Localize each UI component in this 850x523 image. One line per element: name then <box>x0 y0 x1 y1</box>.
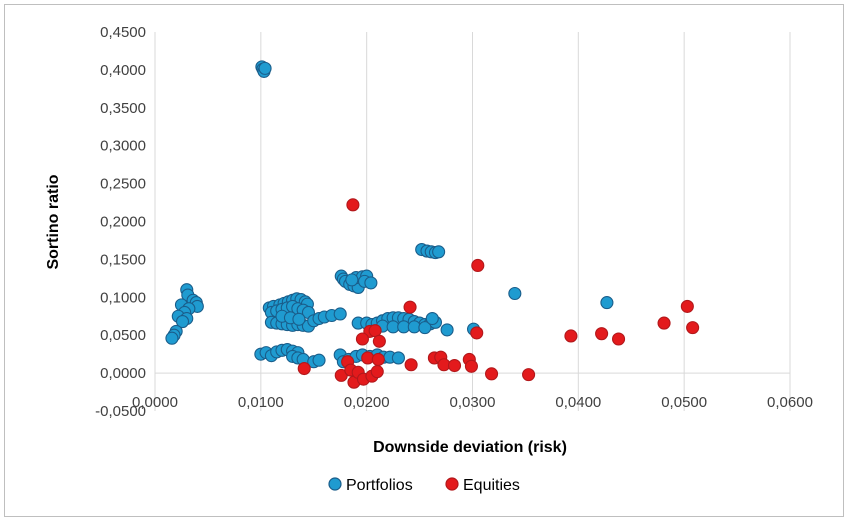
legend-marker-equities <box>445 477 459 491</box>
y-tick-label: 0,1500 <box>100 251 146 268</box>
legend-marker-portfolios <box>328 477 342 491</box>
tick-labels: 0,0000 0,0100 0,0200 0,0300 0,0400 0,0500 0,06… <box>95 24 813 420</box>
equity-point <box>657 316 671 330</box>
equity-point <box>372 334 386 348</box>
legend: Portfolios Equities <box>328 477 520 494</box>
legend-label-portfolios: Portfolios <box>346 477 413 494</box>
legend-label-equities: Equities <box>463 477 520 494</box>
y-tick-label: 0,4000 <box>100 62 146 79</box>
equity-point <box>522 368 536 382</box>
equity-point <box>346 198 360 212</box>
equity-point <box>361 351 375 365</box>
portfolio-point <box>440 323 454 337</box>
y-tick-label: -0,0500 <box>95 403 146 420</box>
portfolio-point <box>425 311 439 326</box>
portfolio-point <box>600 296 614 310</box>
portfolio-point <box>292 312 306 326</box>
chart-frame <box>4 4 844 517</box>
data-points <box>165 60 700 389</box>
x-tick-label: 0,0600 <box>767 394 813 411</box>
portfolio-point <box>364 276 378 290</box>
equity-point <box>595 327 609 341</box>
equity-point <box>371 352 385 367</box>
x-tick-label: 0,0500 <box>661 394 707 411</box>
y-tick-label: 0,1000 <box>100 289 146 306</box>
equity-point <box>564 329 578 343</box>
equity-point <box>447 358 462 373</box>
y-tick-label: 0,0000 <box>100 365 146 382</box>
y-tick-label: 0,3500 <box>100 100 146 117</box>
portfolio-point <box>432 245 446 259</box>
equity-point <box>355 332 369 346</box>
y-axis-title: Sortino ratio <box>45 174 62 269</box>
equity-point <box>611 332 626 346</box>
portfolio-point <box>391 351 405 365</box>
equity-point <box>403 300 417 314</box>
portfolio-point <box>175 315 190 329</box>
portfolio-point <box>418 321 432 335</box>
portfolio-point <box>508 286 522 301</box>
y-tick-label: 0,2000 <box>100 214 146 231</box>
x-tick-label: 0,0000 <box>132 394 178 411</box>
axes <box>154 32 790 411</box>
portfolio-point <box>345 273 359 287</box>
equity-point <box>484 367 499 381</box>
x-tick-label: 0,0100 <box>238 394 284 411</box>
y-tick-label: 0,4500 <box>100 24 146 41</box>
portfolio-point <box>333 307 347 321</box>
x-tick-label: 0,0300 <box>450 394 496 411</box>
equity-point <box>370 365 384 379</box>
equity-point <box>470 326 484 340</box>
x-tick-label: 0,0200 <box>344 394 390 411</box>
y-tick-label: 0,0500 <box>100 327 146 344</box>
portfolio-point <box>258 61 272 75</box>
equity-point <box>680 299 694 313</box>
equity-point <box>404 358 418 372</box>
equity-point <box>464 359 478 373</box>
equity-point <box>297 362 311 376</box>
equity-point <box>686 321 700 335</box>
equity-point <box>471 258 485 273</box>
y-tick-label: 0,2500 <box>100 176 146 193</box>
portfolio-point <box>165 331 179 345</box>
portfolio-point <box>312 353 326 367</box>
x-axis-title: Downside deviation (risk) <box>373 439 567 456</box>
x-tick-label: 0,0400 <box>555 394 601 411</box>
y-tick-label: 0,3000 <box>100 138 146 155</box>
